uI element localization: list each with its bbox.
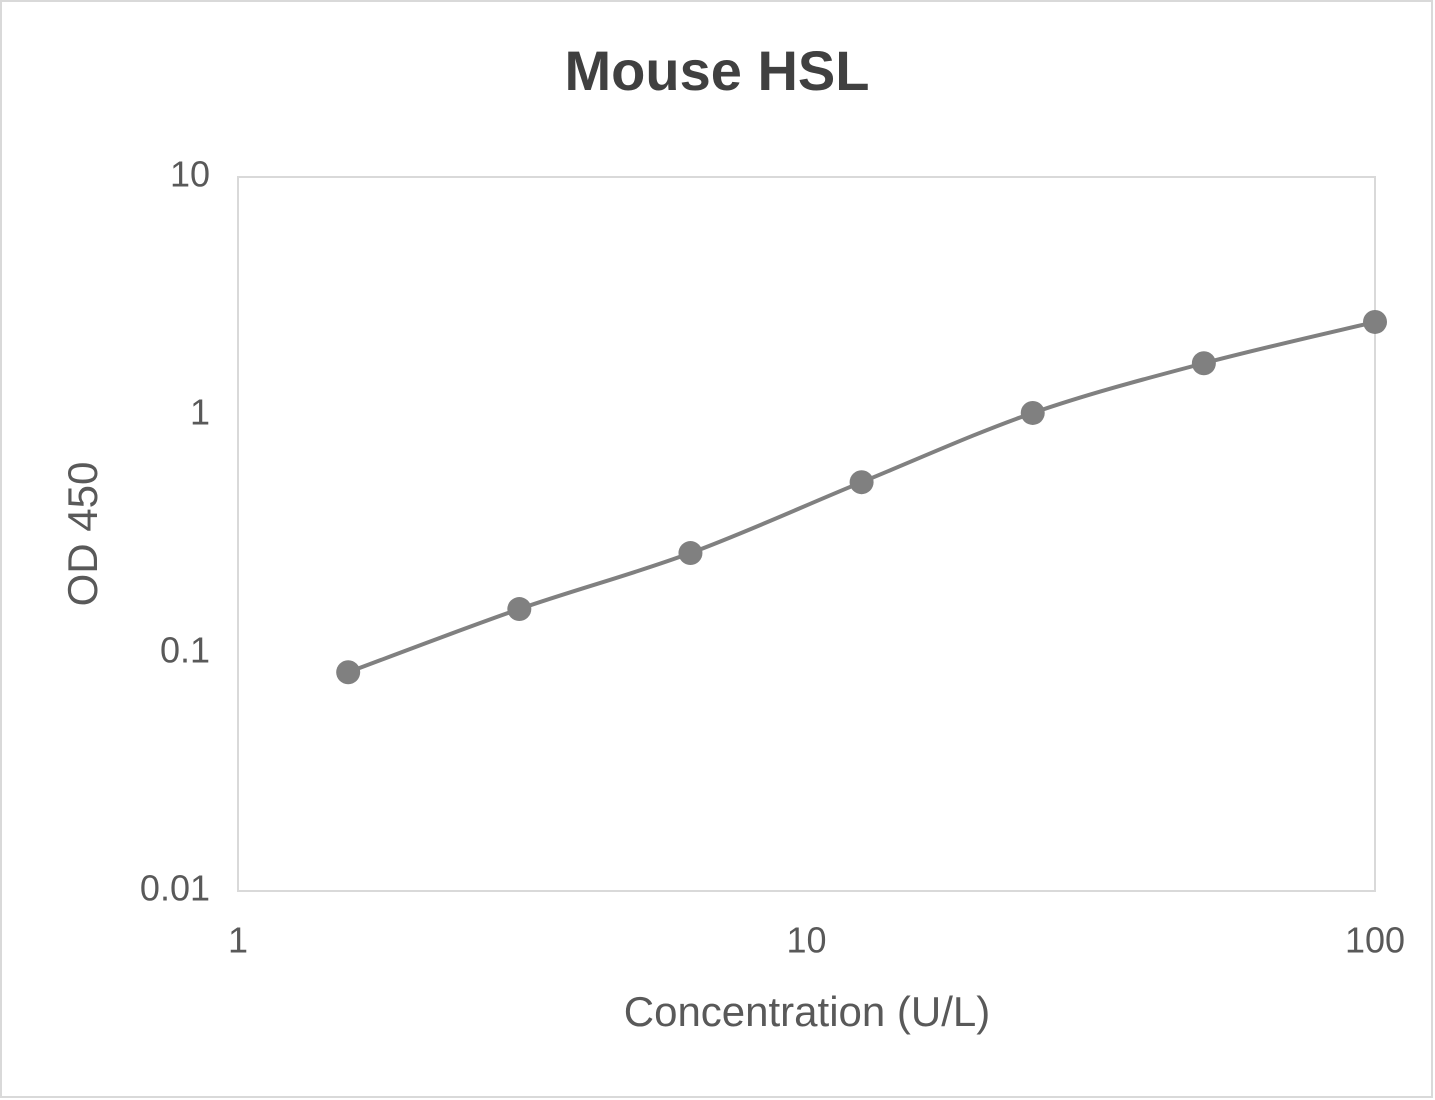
data-point [1191,351,1216,376]
data-point [507,597,532,622]
data-point [849,470,874,495]
data-point [1363,309,1387,334]
y-tick-label: 0.01 [140,868,210,909]
x-axis-title: Concentration (U/L) [624,988,991,1035]
y-tick-label: 0.1 [160,630,210,671]
chart-title: Mouse HSL [565,39,870,102]
y-axis-title: OD 450 [59,462,106,607]
data-point [1020,400,1045,425]
data-point [678,541,703,566]
x-tick-label: 10 [786,920,826,961]
y-tick-label: 1 [190,392,210,433]
x-tick-label: 1 [228,920,248,961]
y-tick-label: 10 [170,154,210,195]
x-tick-label: 100 [1345,920,1405,961]
plot-area [237,176,1376,892]
data-point [336,660,361,685]
